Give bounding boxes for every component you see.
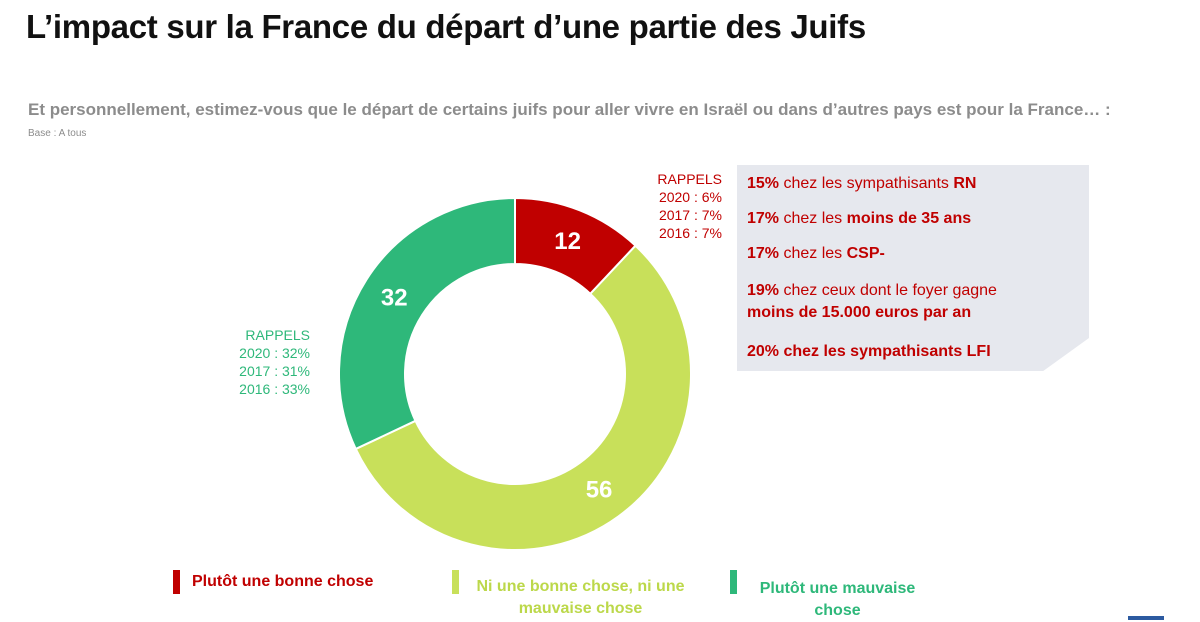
legend-bad-line1: Plutôt une mauvaise [759,580,916,597]
corner-decoration [1128,616,1164,620]
recalls-bad: RAPPELS 2020 : 32% 2017 : 31% 2016 : 33% [180,326,310,398]
stat-csp-group: CSP- [846,245,885,262]
stat-rn-pct: 15% [747,175,780,192]
stat-income-text: chez ceux dont le foyer gagne [779,282,997,299]
legend-neutral-line2: mauvaise chose [518,600,643,617]
chart-title: L’impact sur la France du départ d’une p… [26,8,866,45]
legend-swatch-neutral [452,570,459,594]
stat-income-pct: 19% [747,282,780,299]
recalls-bad-2020: 2020 : 32% [239,345,310,361]
stat-under-35-pct: 17% [747,210,780,227]
stat-csp-text: chez les [779,245,847,262]
stat-income-group: moins de 15.000 euros par an [747,304,972,321]
legend-neutral: Ni une bonne chose, ni une mauvaise chos… [468,576,693,620]
stat-low-income: 19% chez ceux dont le foyer gagne moins … [747,280,997,324]
stat-csp-minus: 17% chez les CSP- [747,243,885,265]
label-good: 12 [554,228,581,255]
recalls-good-heading: RAPPELS [657,171,722,187]
survey-question: Et personnellement, estimez-vous que le … [28,100,1111,119]
stat-rn-group: RN [953,175,977,192]
recalls-bad-2017: 2017 : 31% [239,363,310,379]
legend-good: Plutôt une bonne chose [192,573,392,591]
stats-box: 15% chez les sympathisants RN 17% chez l… [737,165,1089,371]
legend-bad-line2: chose [814,602,861,619]
recalls-bad-heading: RAPPELS [245,327,310,343]
legend-swatch-good [173,570,180,594]
recalls-bad-2016: 2016 : 33% [239,381,310,397]
recalls-good: RAPPELS 2020 : 6% 2017 : 7% 2016 : 7% [600,170,722,242]
recalls-good-2016: 2016 : 7% [658,225,722,241]
slice-bad [338,196,516,451]
label-bad: 32 [381,284,408,311]
legend-bad: Plutôt une mauvaise chose [745,578,930,622]
slice-neutral [354,244,692,551]
stat-under-35-group: moins de 35 ans [846,210,972,227]
stat-under-35: 17% chez les moins de 35 ans [747,208,971,230]
stat-rn-text: chez les sympathisants [779,175,954,192]
recalls-good-2020: 2020 : 6% [658,189,722,205]
stat-lfi: 20% chez les sympathisants LFI [747,341,991,363]
stat-under-35-text: chez les [779,210,847,227]
stat-rn: 15% chez les sympathisants RN [747,173,976,195]
stat-csp-pct: 17% [747,245,780,262]
legend-swatch-bad [730,570,737,594]
label-neutral: 56 [586,477,613,504]
stat-lfi-text: 20% chez les sympathisants LFI [747,343,991,360]
legend-neutral-line1: Ni une bonne chose, ni une [476,578,685,595]
base-note: Base : A tous [28,128,87,139]
legend-good-label: Plutôt une bonne chose [192,573,374,590]
donut-chart: 12 56 32 [338,196,692,551]
recalls-good-2017: 2017 : 7% [658,207,722,223]
